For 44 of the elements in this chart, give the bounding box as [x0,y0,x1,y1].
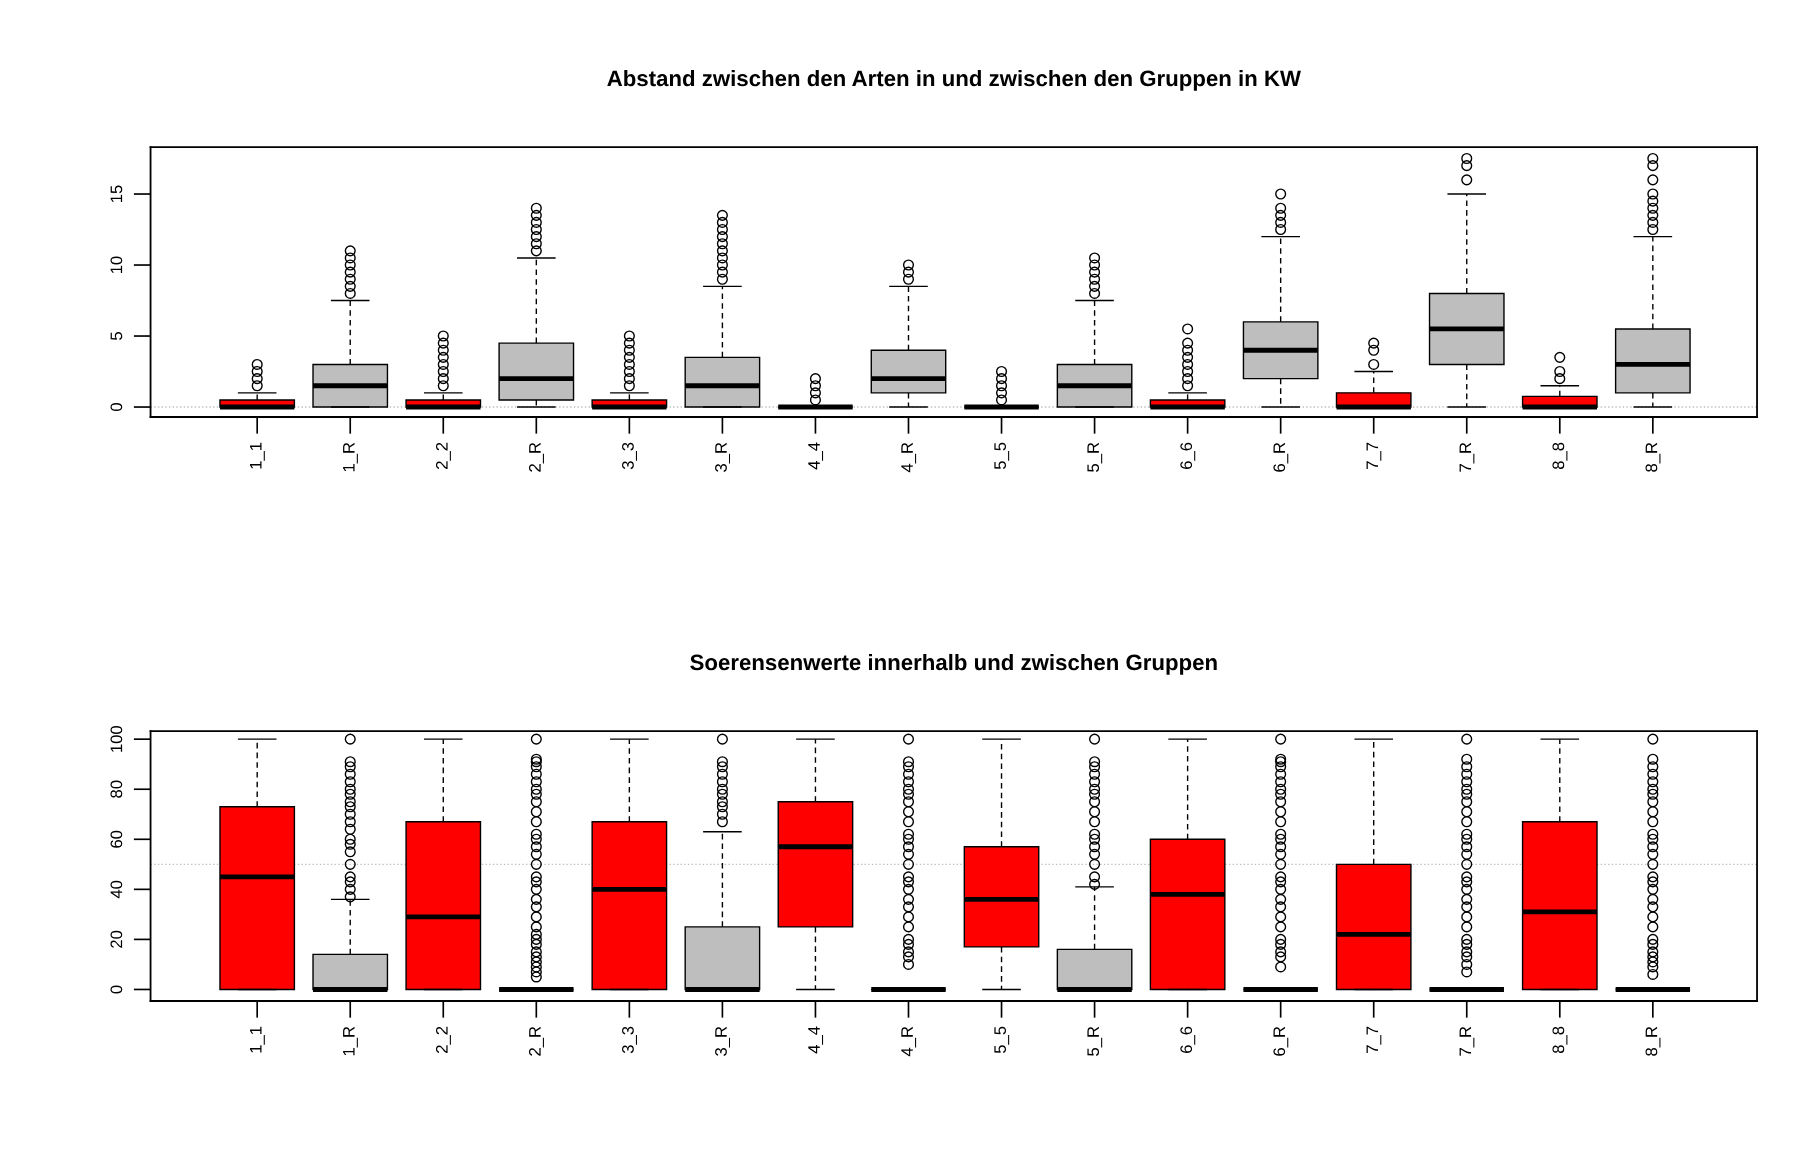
x-tick-label: 5_R [1087,442,1103,472]
x-tick-label: 2_2 [435,1026,451,1053]
x-tick-label: 1_R [343,442,358,472]
chart-title: Abstand zwischen den Arten in und zwischen den Gruppen in KW [607,69,1301,91]
x-tick-label: 4_R [901,1026,917,1057]
x-tick-label: 7_7 [1366,442,1382,469]
x-tick-label: 3_3 [622,1026,637,1054]
x-tick-label: 7_R [1459,442,1475,472]
x-tick-label: 1_R [343,1026,358,1056]
x-tick-label: 1_1 [250,442,265,469]
y-tick-label: 15 [110,185,123,203]
x-tick-label: 6_R [1273,1026,1289,1056]
y-tick-label: 20 [110,930,123,948]
y-tick-label: 100 [110,725,123,752]
x-tick-label: 1_1 [250,1026,265,1053]
x-tick-label: 2_R [528,1026,544,1056]
chart-title: Soerensenwerte innerhalb und zwischen Gruppen [690,653,1217,675]
x-tick-label: 5_5 [994,1026,1010,1054]
x-tick-label: 3_R [715,442,731,472]
x-tick-label: 2_R [528,442,544,472]
y-tick-label: 0 [110,985,123,994]
x-tick-label: 3_R [715,1026,731,1056]
x-tick-label: 8_8 [1552,1026,1568,1054]
y-tick-label: 10 [110,256,123,274]
x-tick-label: 6_6 [1180,1026,1196,1053]
x-tick-label: 8_8 [1552,442,1568,470]
y-tick-label: 40 [110,880,123,899]
x-tick-label: 6_6 [1180,442,1196,469]
x-tick-label: 7_R [1459,1026,1475,1056]
x-tick-label: 4_4 [808,442,824,470]
x-tick-label: 3_3 [622,442,637,470]
x-tick-label: 4_R [901,442,917,473]
x-tick-label: 4_4 [808,1026,824,1054]
x-tick-label: 5_R [1087,1026,1103,1056]
x-tick-label: 2_2 [435,442,451,469]
y-tick-label: 60 [110,830,123,848]
x-tick-label: 6_R [1273,442,1289,472]
y-tick-label: 80 [110,780,123,798]
y-tick-label: 5 [110,332,123,340]
y-tick-label: 0 [110,403,123,412]
x-tick-label: 8_R [1645,1026,1661,1056]
x-tick-label: 7_7 [1366,1026,1382,1053]
x-tick-label: 5_5 [994,442,1010,470]
x-tick-label: 8_R [1645,442,1661,472]
